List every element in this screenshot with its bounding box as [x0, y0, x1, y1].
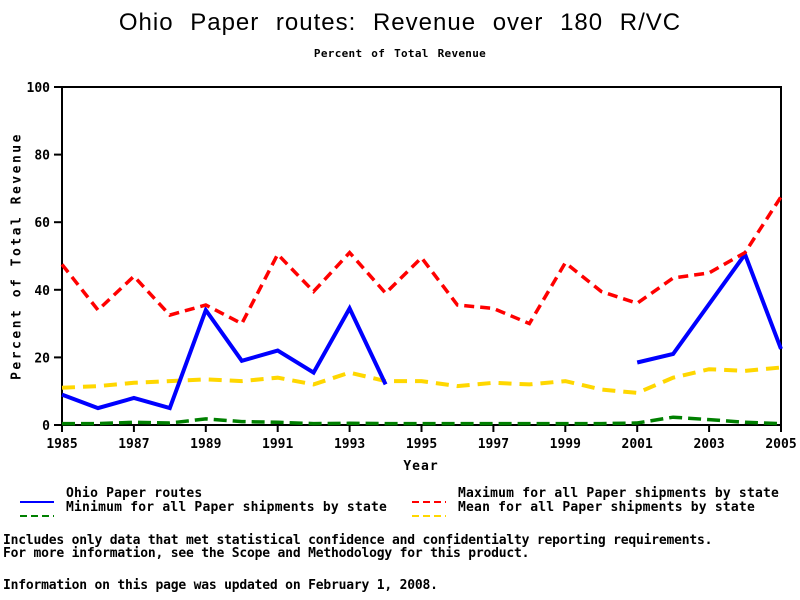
chart-title: Ohio Paper routes: Revenue over 180 R/VC [118, 9, 682, 36]
svg-text:1993: 1993 [334, 437, 365, 452]
svg-text:100: 100 [27, 81, 51, 96]
green-dashed-line-swatch [20, 504, 54, 517]
footer-disclaimer-line-2: For more information, see the Scope and … [3, 546, 530, 561]
legend-label: Ohio Paper routes [66, 486, 203, 501]
svg-text:0: 0 [42, 419, 50, 434]
chart-subtitle: Percent of Total Revenue [313, 47, 487, 60]
blue-solid-line-swatch [20, 490, 54, 503]
svg-text:1997: 1997 [478, 437, 509, 452]
svg-text:1991: 1991 [262, 437, 293, 452]
footer-disclaimer-line-1: Includes only data that met statistical … [3, 533, 713, 548]
yellow-dashed-line-swatch [412, 504, 446, 517]
svg-text:2003: 2003 [693, 437, 724, 452]
x-axis-title: Year [403, 459, 439, 474]
red-dashed-line-swatch [412, 490, 446, 503]
svg-text:2005: 2005 [765, 437, 796, 452]
svg-text:2001: 2001 [622, 437, 653, 452]
svg-text:1995: 1995 [406, 437, 437, 452]
legend-label: Mean for all Paper shipments by state [458, 500, 755, 515]
legend-label: Minimum for all Paper shipments by state [66, 500, 388, 515]
svg-text:40: 40 [34, 284, 50, 299]
svg-text:80: 80 [34, 149, 50, 164]
legend-label: Maximum for all Paper shipments by state [458, 486, 780, 501]
svg-text:1989: 1989 [190, 437, 221, 452]
footer-updated-date: Information on this page was updated on … [3, 578, 438, 593]
svg-text:60: 60 [34, 216, 50, 231]
svg-text:1987: 1987 [118, 437, 149, 452]
svg-text:1985: 1985 [46, 437, 77, 452]
svg-text:20: 20 [34, 351, 50, 366]
svg-text:1999: 1999 [550, 437, 581, 452]
